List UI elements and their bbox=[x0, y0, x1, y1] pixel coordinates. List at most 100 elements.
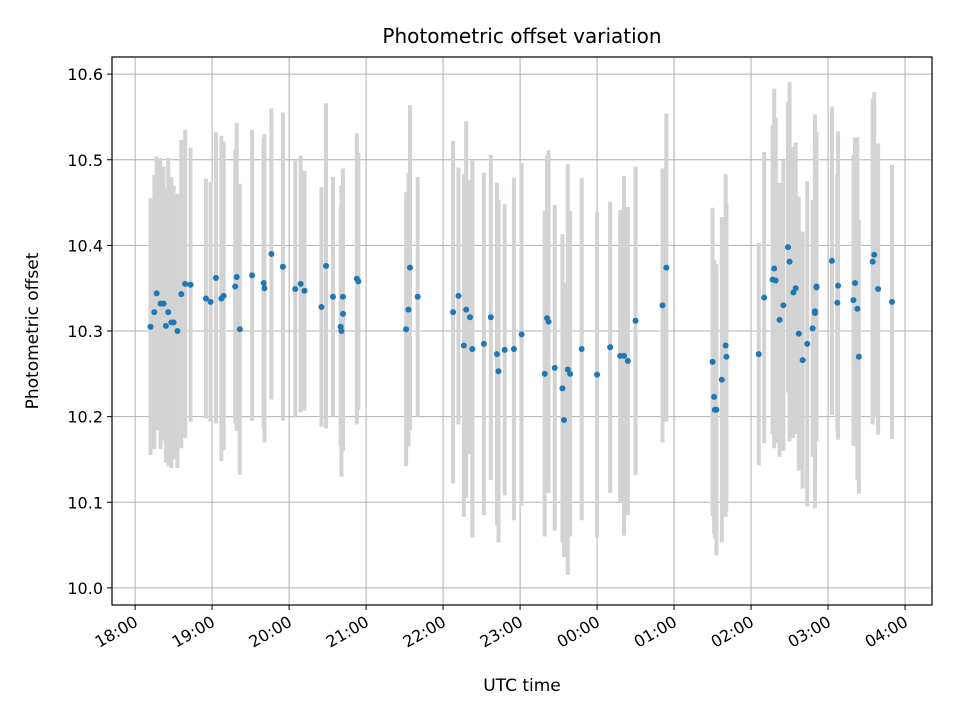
data-point bbox=[297, 280, 304, 287]
data-point bbox=[405, 306, 412, 313]
data-point bbox=[772, 277, 779, 284]
data-point bbox=[233, 274, 240, 281]
data-point bbox=[487, 314, 494, 321]
data-point bbox=[323, 262, 330, 269]
data-points bbox=[147, 244, 895, 424]
data-point bbox=[162, 322, 169, 329]
data-point bbox=[624, 357, 631, 364]
data-point bbox=[799, 357, 806, 364]
data-point bbox=[147, 323, 154, 330]
data-point bbox=[202, 295, 209, 302]
data-point bbox=[792, 285, 799, 292]
data-point bbox=[450, 309, 457, 316]
data-point bbox=[268, 250, 275, 257]
data-point bbox=[786, 258, 793, 265]
data-point bbox=[207, 298, 214, 305]
data-point bbox=[855, 353, 862, 360]
data-point bbox=[835, 282, 842, 289]
data-point bbox=[761, 294, 768, 301]
data-point bbox=[182, 280, 189, 287]
data-point bbox=[723, 353, 730, 360]
data-point bbox=[279, 263, 286, 270]
data-point bbox=[871, 251, 878, 258]
data-point bbox=[187, 281, 194, 288]
data-point bbox=[621, 352, 628, 359]
data-point bbox=[151, 309, 158, 316]
data-point bbox=[709, 358, 716, 365]
data-point bbox=[755, 351, 762, 358]
data-point bbox=[260, 280, 267, 287]
data-point bbox=[659, 302, 666, 309]
data-point bbox=[493, 351, 500, 358]
data-point bbox=[178, 291, 185, 298]
y-tick-label: 10.6 bbox=[67, 65, 103, 84]
data-point bbox=[249, 272, 256, 279]
data-point bbox=[850, 297, 857, 304]
data-point bbox=[406, 264, 413, 271]
data-point bbox=[174, 328, 181, 334]
data-point bbox=[467, 314, 474, 321]
data-point bbox=[809, 325, 816, 332]
data-point bbox=[718, 376, 725, 383]
data-point bbox=[828, 257, 835, 264]
data-point bbox=[711, 393, 718, 400]
data-point bbox=[834, 299, 841, 306]
data-point bbox=[165, 309, 172, 316]
data-point bbox=[160, 300, 167, 307]
data-point bbox=[501, 346, 508, 353]
data-point bbox=[780, 302, 787, 309]
data-point bbox=[480, 340, 487, 347]
data-point bbox=[318, 304, 325, 311]
data-point bbox=[153, 290, 160, 297]
data-point bbox=[813, 283, 820, 290]
data-point bbox=[339, 310, 346, 317]
data-point bbox=[854, 305, 861, 312]
data-point bbox=[795, 330, 802, 337]
data-point bbox=[510, 345, 517, 352]
data-point bbox=[261, 285, 268, 292]
data-point bbox=[551, 364, 558, 371]
data-point bbox=[220, 292, 227, 299]
data-point bbox=[888, 298, 895, 305]
chart-title: Photometric offset variation bbox=[382, 24, 661, 48]
data-point bbox=[713, 406, 720, 413]
data-point bbox=[771, 265, 778, 272]
y-tick-label: 10.4 bbox=[67, 236, 103, 255]
data-point bbox=[632, 317, 639, 324]
data-point bbox=[559, 385, 566, 392]
y-tick-label: 10.3 bbox=[67, 322, 103, 341]
y-tick-label: 10.2 bbox=[67, 408, 103, 427]
data-point bbox=[594, 371, 601, 378]
data-point bbox=[869, 258, 876, 265]
data-point bbox=[663, 264, 670, 271]
data-point bbox=[578, 345, 585, 352]
data-point bbox=[875, 286, 882, 293]
data-point bbox=[785, 244, 792, 251]
data-point bbox=[355, 278, 362, 285]
data-point bbox=[852, 280, 859, 287]
data-point bbox=[607, 344, 614, 351]
data-point bbox=[567, 370, 574, 377]
data-point bbox=[403, 326, 410, 333]
data-point bbox=[776, 316, 783, 323]
data-point bbox=[301, 287, 308, 294]
y-axis-label: Photometric offset bbox=[23, 252, 43, 409]
y-tick-label: 10.0 bbox=[67, 579, 103, 598]
x-axis-label: UTC time bbox=[483, 676, 561, 696]
y-tick-label: 10.5 bbox=[67, 151, 103, 170]
data-point bbox=[338, 328, 345, 334]
data-point bbox=[541, 370, 548, 377]
data-point bbox=[232, 283, 239, 290]
data-point bbox=[518, 331, 525, 338]
data-point bbox=[463, 306, 470, 313]
data-point bbox=[804, 340, 811, 347]
data-point bbox=[236, 326, 243, 333]
data-point bbox=[170, 319, 177, 326]
data-point bbox=[212, 274, 219, 281]
data-point bbox=[469, 345, 476, 352]
data-point bbox=[414, 293, 421, 300]
data-point bbox=[339, 293, 346, 300]
y-tick-label: 10.1 bbox=[67, 493, 103, 512]
data-point bbox=[292, 286, 299, 293]
